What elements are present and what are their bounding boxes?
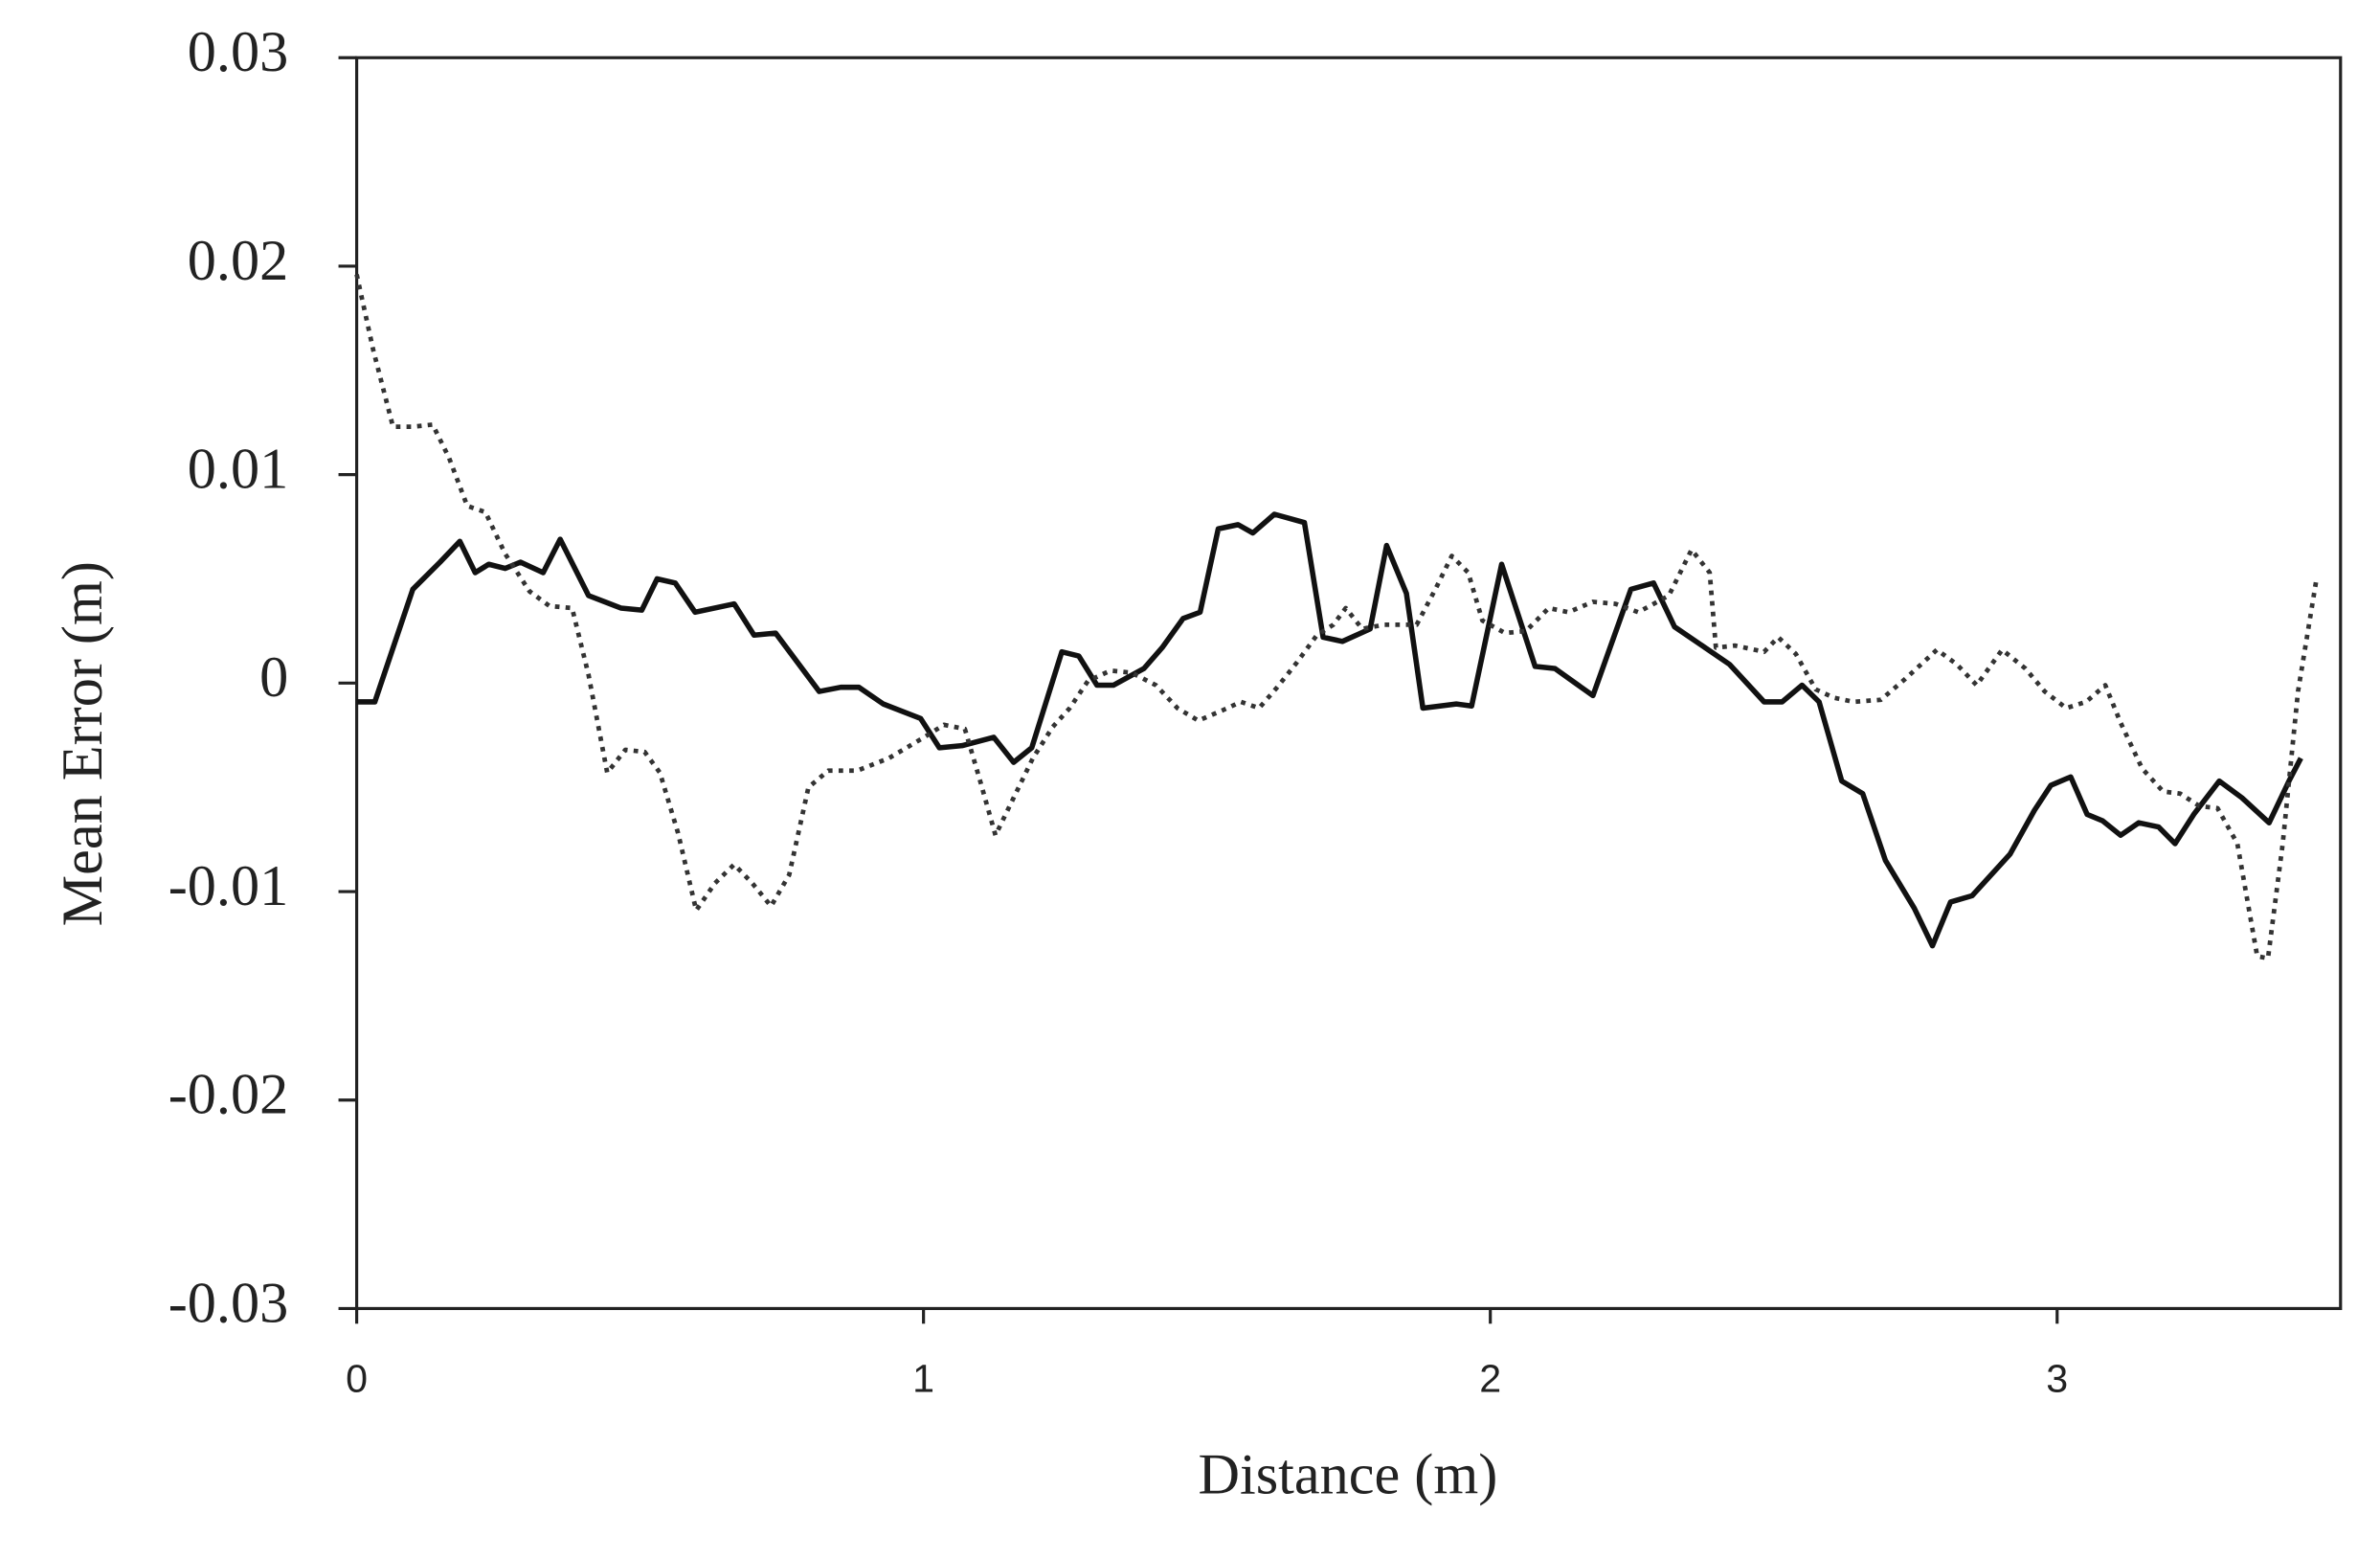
- y-tick-label: -0.02: [168, 1063, 288, 1127]
- y-tick-label: -0.01: [168, 854, 288, 918]
- y-tick-label: -0.03: [168, 1271, 288, 1335]
- y-tick-label: 0.01: [188, 437, 288, 501]
- x-axis-title: Distance (m): [1198, 1442, 1497, 1506]
- x-tick-label: 2: [1479, 1356, 1501, 1400]
- x-tick-label: 1: [912, 1356, 934, 1400]
- data-line: [356, 511, 2303, 949]
- y-tick-label: 0: [259, 645, 288, 710]
- y-axis-title: Mean Error (m): [51, 561, 115, 926]
- x-tick-label: 3: [2046, 1356, 2068, 1400]
- y-tick-label: 0.03: [188, 20, 288, 84]
- y-tick-label: 0.02: [188, 229, 288, 293]
- x-tick-label: 0: [346, 1356, 368, 1400]
- data-line: [354, 274, 2319, 961]
